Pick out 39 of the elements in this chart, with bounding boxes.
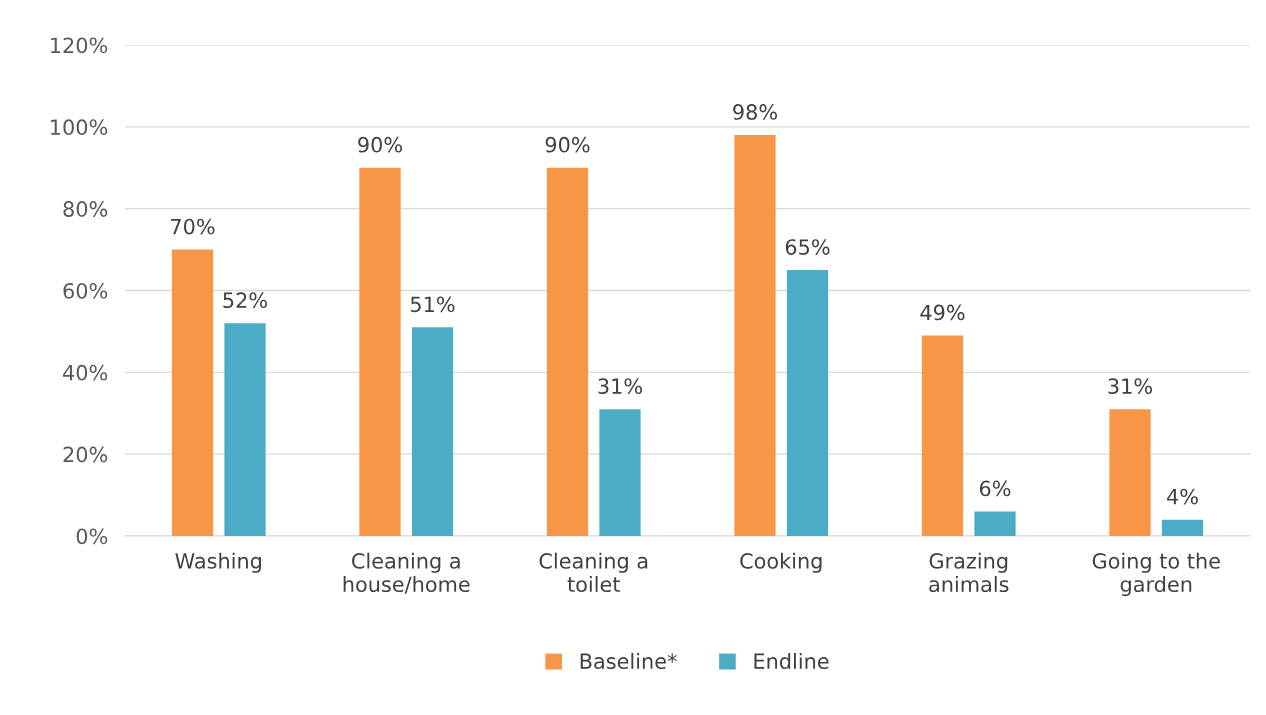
y-tick-label: 20% bbox=[63, 446, 108, 463]
data-label: 31% bbox=[1108, 378, 1152, 395]
data-label: 65% bbox=[785, 239, 830, 255]
legend-label: Endline bbox=[754, 652, 829, 670]
y-tick-label: 100% bbox=[51, 119, 108, 136]
data-label: 98% bbox=[733, 104, 777, 120]
data-label: 90% bbox=[545, 136, 590, 153]
bar bbox=[359, 167, 401, 536]
bar bbox=[974, 511, 1016, 536]
x-tick-label: Going to the garden bbox=[1092, 552, 1220, 597]
data-label: 31% bbox=[598, 378, 642, 395]
x-tick-label: Cleaning a house/home bbox=[343, 552, 470, 594]
bar bbox=[1161, 519, 1204, 536]
x-tick-label: Washing bbox=[175, 552, 262, 573]
bar bbox=[921, 335, 964, 536]
y-tick-label: 0% bbox=[76, 528, 108, 545]
bar bbox=[599, 409, 641, 536]
bar bbox=[411, 327, 454, 536]
y-tick-label: 40% bbox=[63, 364, 108, 381]
bar bbox=[1109, 409, 1151, 536]
x-tick-label: Cooking bbox=[740, 552, 822, 573]
bar bbox=[786, 270, 829, 536]
y-tick-label: 60% bbox=[63, 282, 108, 299]
x-tick-label: Grazing animals bbox=[929, 552, 1009, 593]
data-label: 51% bbox=[410, 296, 455, 313]
x-tick-label: Cleaning a toilet bbox=[539, 552, 648, 593]
data-label: 70% bbox=[171, 218, 215, 235]
data-label: 90% bbox=[358, 136, 402, 153]
y-tick-label: 120% bbox=[51, 37, 108, 54]
bar bbox=[734, 135, 776, 536]
bar bbox=[546, 167, 589, 536]
data-label: 6% bbox=[979, 480, 1011, 497]
legend-label: Baseline* bbox=[580, 652, 677, 670]
data-label: 4% bbox=[1166, 488, 1198, 505]
data-label: 49% bbox=[920, 304, 965, 321]
y-tick-label: 80% bbox=[63, 201, 108, 217]
bar bbox=[224, 323, 266, 536]
bar bbox=[171, 249, 214, 536]
data-label: 52% bbox=[223, 292, 267, 309]
